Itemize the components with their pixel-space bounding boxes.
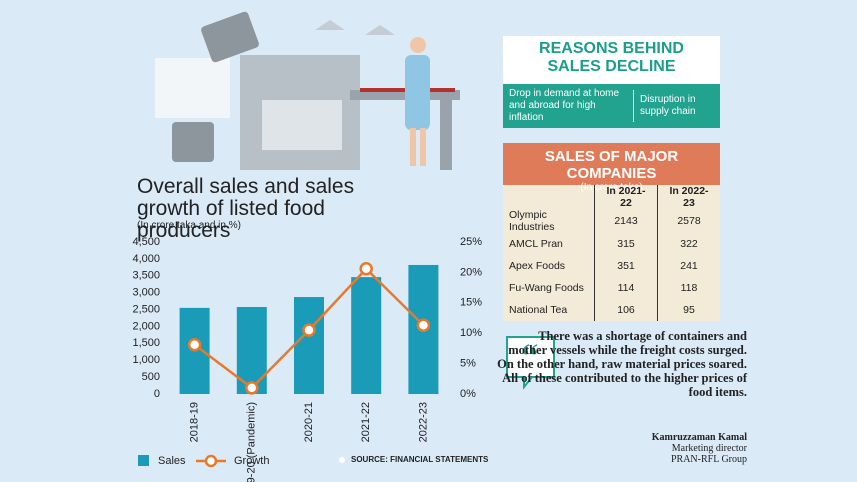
table-cell: 106 <box>594 299 658 321</box>
legend-swatch <box>204 454 218 468</box>
quote-role: Marketing director <box>671 443 747 454</box>
table-row: Apex Foods 351 241 <box>503 255 720 277</box>
chart-subtitle: (In crore taka and in %) <box>137 220 241 231</box>
illustration <box>155 11 460 170</box>
line-marker <box>245 381 259 395</box>
legend-label: Growth <box>234 455 269 467</box>
table-title: SALES OF MAJOR COMPANIES <box>544 148 679 182</box>
x-tick-label: 2019-20 (Pandemic) <box>246 402 258 482</box>
table-cell: 95 <box>657 299 720 321</box>
svg-text:“: “ <box>521 335 539 380</box>
legend-swatch <box>138 455 149 466</box>
row-label: Fu-Wang Foods <box>509 282 584 294</box>
y-tick-label: 2,000 <box>132 320 160 332</box>
line-marker <box>359 262 373 276</box>
quote-attribution: Kamruzzaman Kamal Marketing director PRA… <box>652 432 747 465</box>
y-tick-label: 4,000 <box>132 253 160 265</box>
table-cell: 2143 <box>594 209 658 233</box>
table-cell: 241 <box>657 255 720 277</box>
row-label: Olympic Industries <box>509 209 555 233</box>
row-label: AMCL Pran <box>509 238 563 250</box>
row-label: Apex Foods <box>509 260 566 272</box>
y-tick-label: 4,500 <box>132 236 160 248</box>
y-tick-label: 0 <box>154 388 160 400</box>
y2-tick-label: 10% <box>460 327 482 339</box>
reasons-panel: REASONS BEHIND SALES DECLINE Drop in dem… <box>503 36 720 128</box>
quote-text: There was a shortage of containers and m… <box>497 329 747 399</box>
y-tick-label: 3,500 <box>132 270 160 282</box>
chart-title: Overall sales and sales growth of listed… <box>137 175 355 242</box>
table-cell: 315 <box>594 233 658 255</box>
y2-tick-label: 0% <box>460 388 476 400</box>
x-tick-label: 2021-22 <box>360 402 372 442</box>
bar <box>351 277 382 394</box>
x-tick-label: 2020-21 <box>303 402 315 442</box>
y2-tick-label: 15% <box>460 297 482 309</box>
table-row: National Tea 106 95 <box>503 299 720 321</box>
source: SOURCE: FINANCIAL STATEMENTS <box>351 455 489 464</box>
column-header: In 2021-22 <box>594 185 658 209</box>
reasons-title: REASONS BEHIND SALES DECLINE <box>539 40 684 75</box>
table: In 2021-22 In 2022-23 Olympic Industries… <box>503 185 720 321</box>
quote-author: Kamruzzaman Kamal <box>651 432 747 443</box>
y2-tick-label: 25% <box>460 236 482 248</box>
legend-label: Sales <box>158 455 186 467</box>
line-marker <box>302 323 316 337</box>
y-tick-label: 1,500 <box>132 337 160 349</box>
table-cell: 322 <box>657 233 720 255</box>
line-marker <box>187 338 202 352</box>
table-row: AMCL Pran 315 322 <box>503 233 720 255</box>
table-cell: 114 <box>594 277 658 299</box>
y-tick-label: 1,000 <box>132 354 160 366</box>
table-row: Olympic Industries 2143 2578 <box>503 209 720 233</box>
reasons-band: Drop in demand at home and abroad for hi… <box>503 84 720 128</box>
bar <box>294 297 324 394</box>
x-tick-label: 2018-19 <box>189 402 201 442</box>
y-tick-label: 500 <box>142 371 160 383</box>
column-header: In 2022-23 <box>657 185 720 209</box>
table-header: SALES OF MAJOR COMPANIES (In crore taka) <box>503 143 720 193</box>
line-marker <box>416 318 431 333</box>
source-dot <box>339 457 345 463</box>
y-tick-label: 3,000 <box>132 287 160 299</box>
reason: Drop in demand at home and abroad for hi… <box>509 88 620 123</box>
quote-organization: PRAN-RFL Group <box>670 454 747 465</box>
table-row: Fu-Wang Foods 114 118 <box>503 277 720 299</box>
reason: Disruption in supply chain <box>640 94 696 117</box>
y2-tick-label: 20% <box>460 266 482 278</box>
table-cell: 2578 <box>657 209 720 233</box>
y2-tick-label: 5% <box>460 358 476 370</box>
table-cell: 351 <box>594 255 658 277</box>
y-tick-label: 2,500 <box>132 303 160 315</box>
table-cell: 118 <box>657 277 720 299</box>
x-tick-label: 2022-23 <box>417 402 429 442</box>
quote-icon: “ <box>506 335 555 390</box>
companies-table: SALES OF MAJOR COMPANIES (In crore taka)… <box>503 143 720 321</box>
row-label: National Tea <box>509 304 568 316</box>
divider <box>633 90 634 122</box>
